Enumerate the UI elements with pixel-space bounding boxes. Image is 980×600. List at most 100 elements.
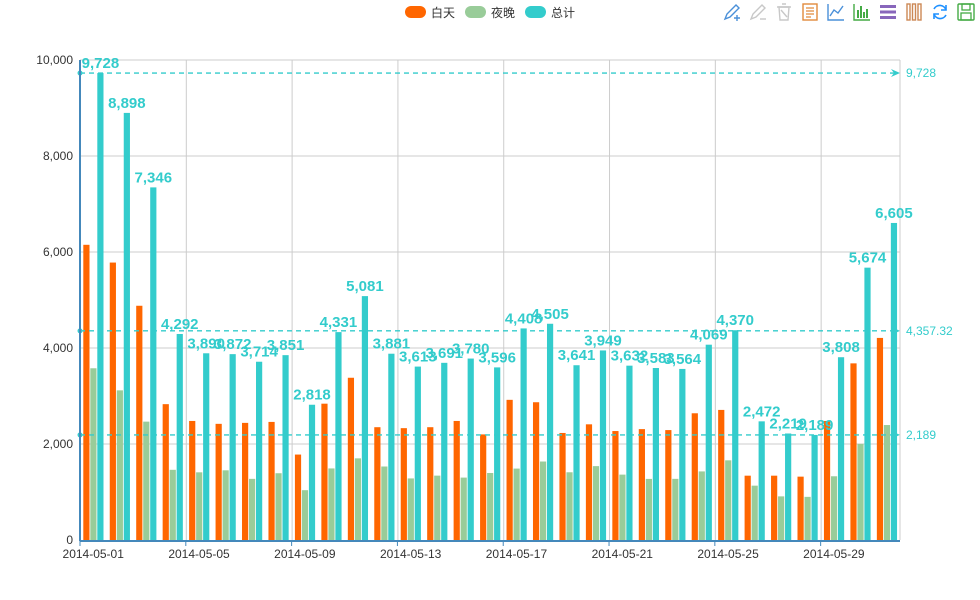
bar-day [718,409,725,540]
bar-total [811,434,818,540]
bar-day [744,475,751,540]
bar-total [864,267,871,540]
bar-day [771,475,778,540]
bar-night [222,470,229,540]
x-tick-label: 2014-05-21 [592,547,654,561]
bar-total [229,354,236,540]
bar-day [612,431,619,540]
mark-line-arrow [891,430,900,439]
bar-night [698,471,705,540]
mark-pen-icon[interactable] [722,2,742,22]
bar-night [592,466,600,540]
bar-day [136,305,143,540]
total-value-label: 3,691 [425,345,463,362]
data-view-icon[interactable] [800,2,820,22]
bar-total [414,366,421,540]
bar-night [804,496,811,540]
bar-day [559,432,566,540]
y-tick-label: 2,000 [43,437,73,451]
bar-day [797,476,804,540]
bar-total [282,355,289,540]
legend-label-total: 总计 [551,5,576,20]
bar-total [441,362,448,540]
bar-total [388,353,395,540]
mark-line-label: 9,728 [906,66,936,80]
bar-day [83,244,90,541]
bar-day [532,402,540,540]
bar-day [268,421,275,540]
legend-label-day: 白天 [431,5,456,20]
bar-total [837,357,845,540]
bar-total [758,421,765,540]
total-value-label: 3,632 [611,348,649,365]
bar-night [90,368,97,540]
legend-item-total[interactable]: 总计 [525,4,575,21]
total-value-label: 3,714 [240,344,278,361]
stack-icon[interactable] [878,2,898,22]
bar-total [785,433,792,540]
bar-total [361,296,369,540]
bar-chart-icon[interactable] [852,2,872,22]
bar-night [645,478,652,540]
bar-night [381,466,388,540]
mark-clear-icon[interactable] [774,2,794,22]
line-chart-icon[interactable] [826,2,846,22]
bar-day [453,420,460,540]
total-value-label: 3,583 [637,350,675,367]
bar-night [513,468,520,540]
toolbox [722,2,980,22]
bar-night [116,390,123,540]
bar-day [691,413,698,540]
bar-night [143,421,150,540]
total-value-label: 8,898 [108,95,146,112]
bar-total [652,368,659,540]
total-value-label: 3,808 [822,339,860,356]
mark-undo-icon[interactable] [748,2,768,22]
bar-night [249,478,256,540]
bar-day [162,404,169,540]
refresh-icon[interactable] [930,2,950,22]
legend-item-night[interactable]: 夜晚 [465,4,515,21]
total-value-label: 4,331 [320,314,358,331]
y-tick-label: 0 [66,533,73,547]
mark-line-label: 4,357.32 [906,324,953,338]
mark-line-start-dot [77,432,83,438]
total-value-label: 3,564 [664,351,702,368]
bar-night [169,469,176,540]
total-value-label: 5,674 [849,250,887,267]
total-value-label: 3,613 [399,349,437,366]
total-value-label: 4,408 [505,310,543,327]
bar-total [123,112,130,541]
bar-total [203,353,210,540]
total-value-label: 2,472 [743,403,781,420]
bar-day [109,262,116,540]
save-image-icon[interactable] [956,2,976,22]
total-value-label: 4,370 [716,312,754,329]
bar-day [347,377,355,540]
total-value-label: 3,641 [558,347,596,364]
bar-day [321,403,328,540]
legend-swatch-night [465,6,487,18]
mark-line-start-dot [77,70,83,76]
mark-line-label: 2,189 [906,428,936,442]
total-value-label: 3,890 [187,335,225,352]
x-tick-label: 2014-05-17 [486,547,548,561]
tiled-icon[interactable] [904,2,924,22]
legend-item-day[interactable]: 白天 [405,4,455,21]
y-tick-label: 8,000 [43,149,73,163]
total-value-label: 4,505 [531,306,569,323]
bar-day [189,420,196,540]
bar-night [328,468,335,540]
bar-total [335,332,342,540]
total-value-label: 3,851 [267,337,305,354]
bar-total [467,358,474,540]
mark-line-start-dot [77,328,83,334]
bar-night [460,477,467,540]
total-value-label: 2,219 [769,415,807,432]
bar-day [850,363,857,540]
bar-total [573,365,580,540]
y-tick-label: 4,000 [43,341,73,355]
bar-total [97,73,104,540]
bar-night [196,472,203,540]
